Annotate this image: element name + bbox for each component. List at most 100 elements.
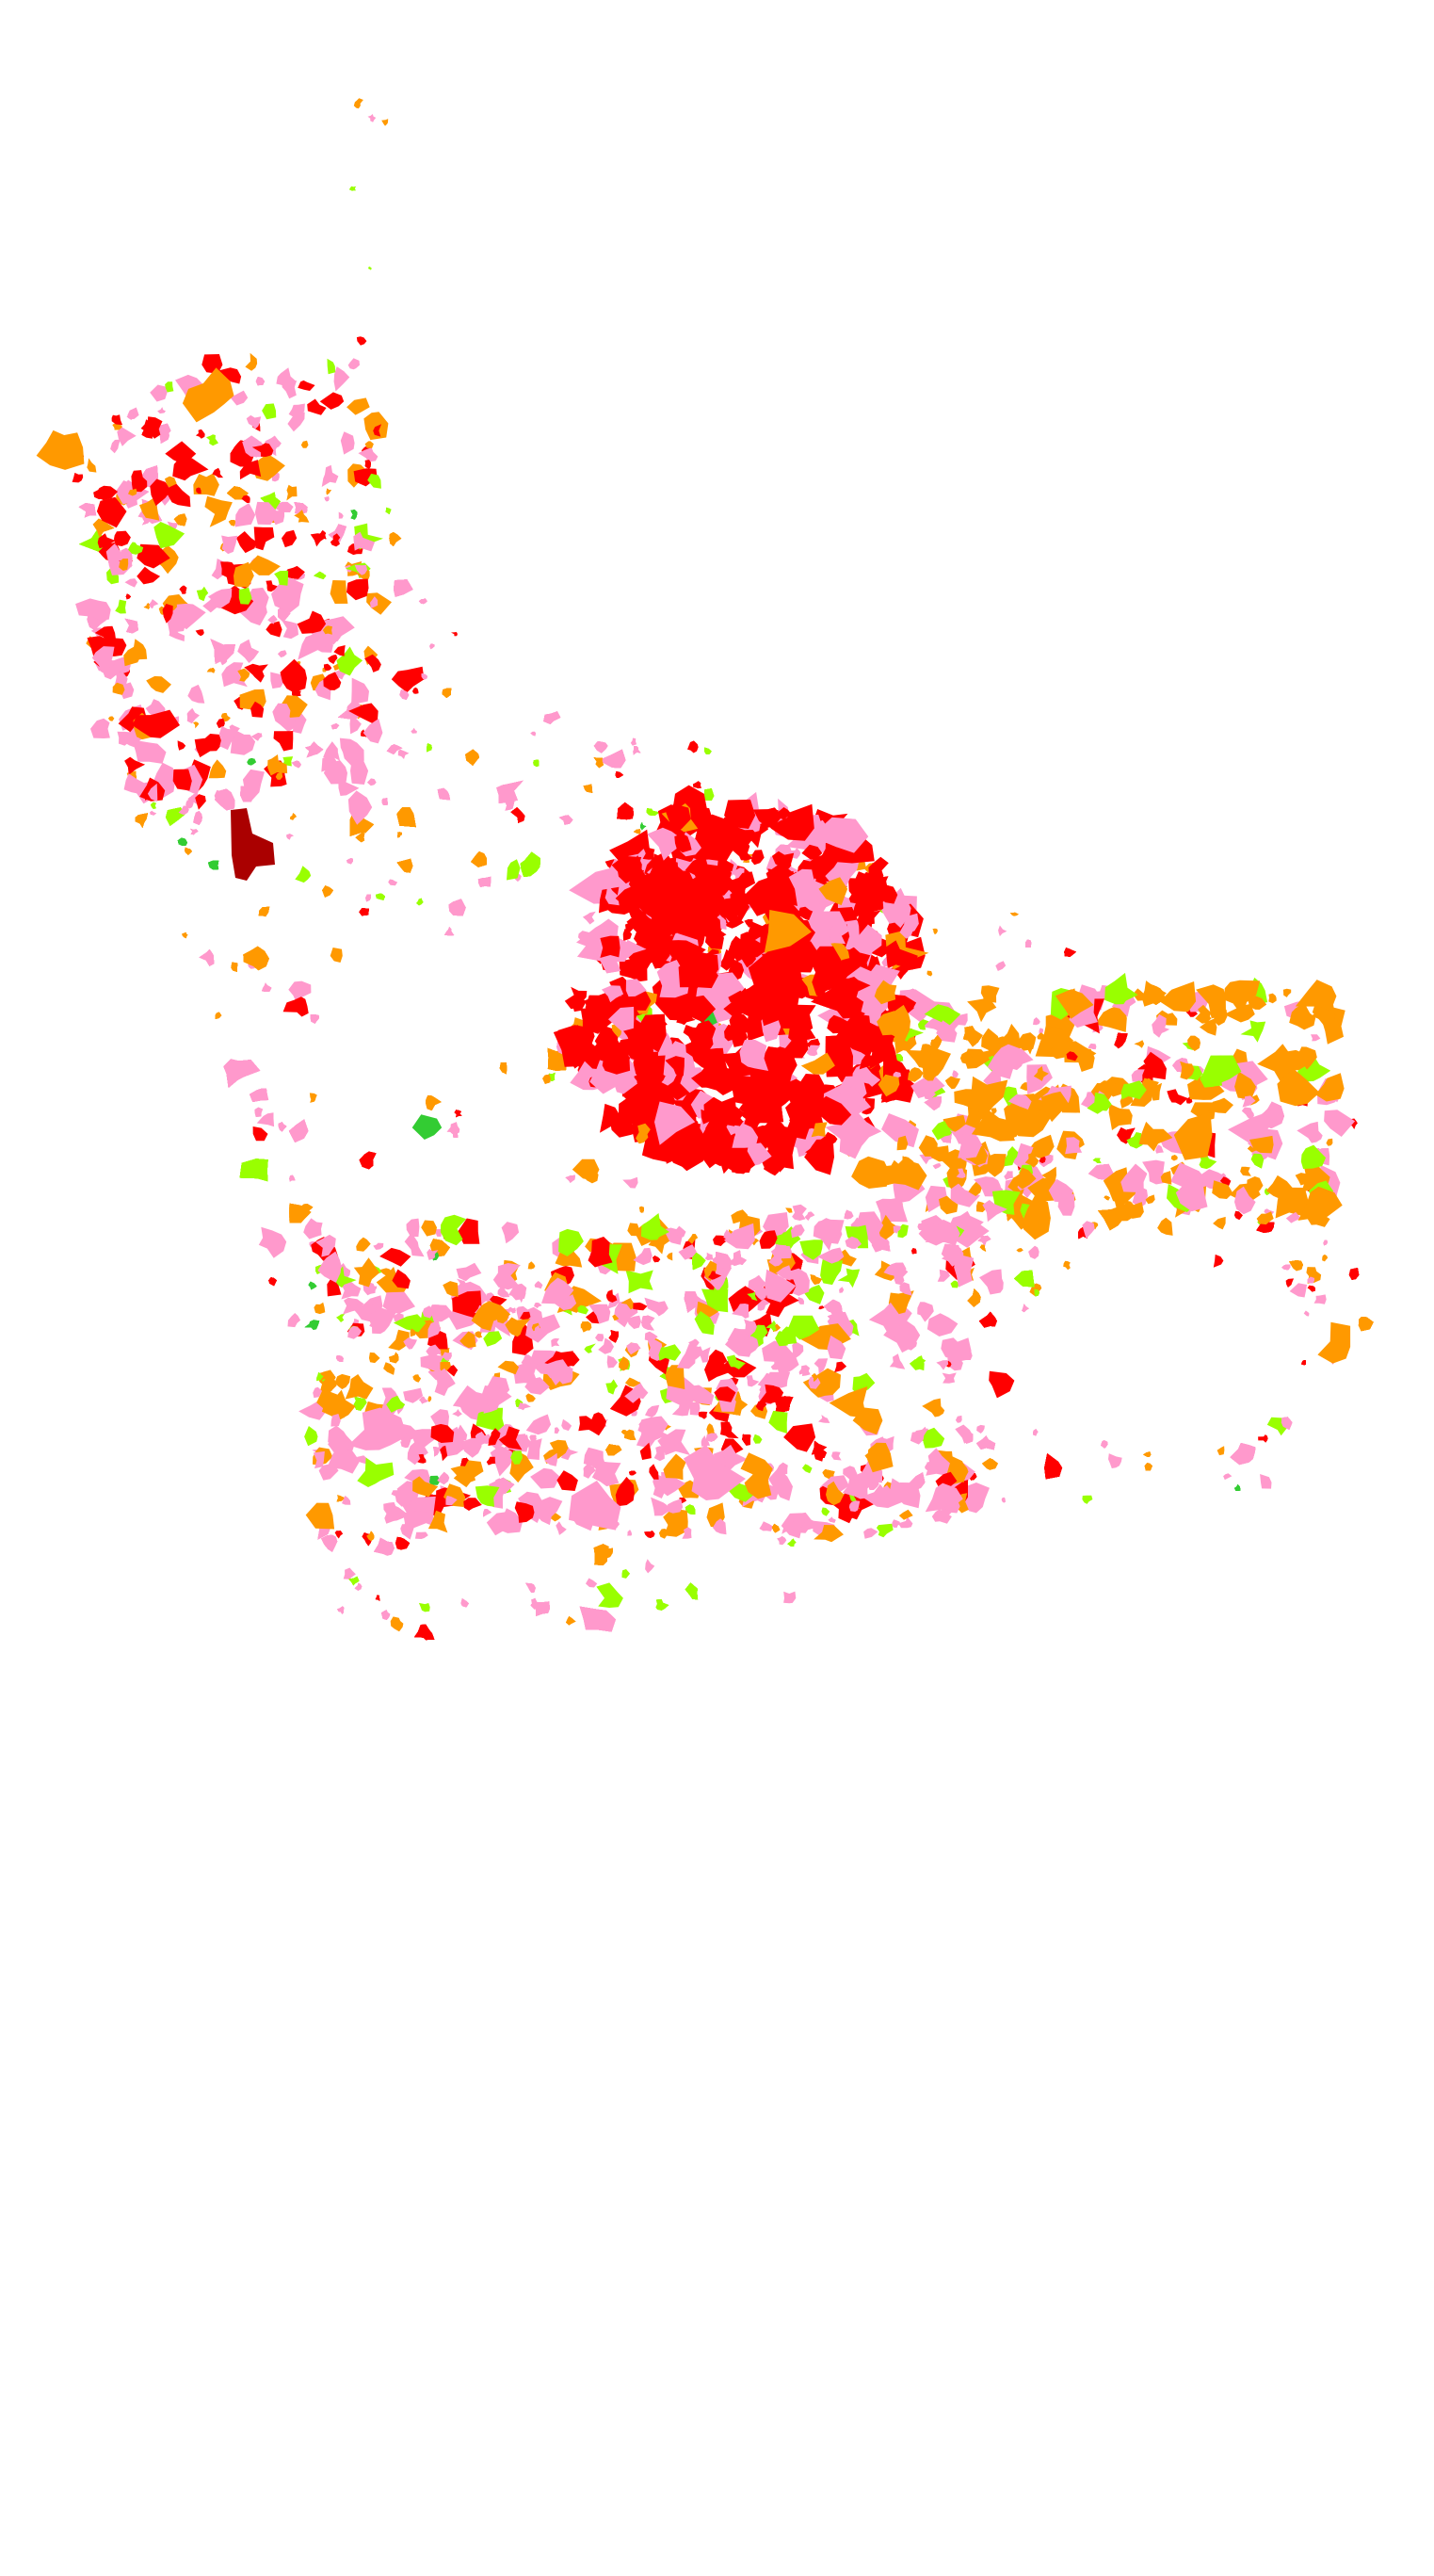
land-patch bbox=[777, 1535, 787, 1546]
land-patch bbox=[454, 1110, 462, 1118]
land-patch bbox=[359, 908, 369, 916]
land-patch bbox=[391, 666, 425, 693]
land-patch bbox=[258, 1226, 287, 1258]
land-patch bbox=[414, 1531, 428, 1539]
land-patch bbox=[759, 1521, 774, 1531]
land-patch bbox=[1289, 1283, 1307, 1298]
land-patch bbox=[771, 1523, 781, 1533]
land-patch bbox=[961, 1482, 990, 1514]
land-patch bbox=[535, 1601, 550, 1616]
land-patch bbox=[223, 1059, 261, 1088]
land-patch bbox=[389, 532, 402, 546]
land-patch bbox=[157, 407, 166, 414]
land-patch bbox=[107, 716, 115, 721]
land-patch bbox=[350, 510, 358, 520]
land-patch bbox=[520, 851, 540, 877]
land-patch bbox=[395, 1536, 411, 1550]
land-patch bbox=[1001, 1497, 1007, 1503]
land-patch bbox=[1028, 1245, 1039, 1259]
land-patch bbox=[622, 1176, 638, 1189]
land-patch bbox=[1307, 1285, 1315, 1292]
land-patch bbox=[1143, 1451, 1152, 1457]
land-patch bbox=[179, 585, 187, 594]
land-patch bbox=[1260, 1474, 1272, 1489]
land-patch bbox=[926, 970, 933, 977]
land-patch bbox=[982, 1458, 998, 1470]
land-patch bbox=[343, 1567, 356, 1580]
land-patch bbox=[231, 962, 238, 972]
land-patch bbox=[322, 885, 333, 898]
land-patch bbox=[330, 723, 340, 730]
land-patch bbox=[962, 1026, 983, 1047]
land-patch bbox=[289, 813, 298, 820]
land-patch bbox=[998, 925, 1007, 937]
land-patch bbox=[644, 1531, 655, 1538]
land-patch bbox=[394, 579, 413, 597]
land-patch bbox=[177, 837, 187, 846]
land-patch bbox=[1322, 1254, 1329, 1262]
land-patch bbox=[388, 879, 398, 886]
land-patch bbox=[182, 932, 188, 939]
land-patch bbox=[396, 858, 413, 873]
land-patch bbox=[1170, 1155, 1178, 1161]
land-patch bbox=[629, 1470, 636, 1476]
land-patch bbox=[355, 833, 365, 843]
land-patch bbox=[143, 603, 150, 609]
land-patch bbox=[135, 813, 148, 828]
land-patch bbox=[1016, 1248, 1023, 1253]
land-patch bbox=[449, 1129, 459, 1138]
land-patch bbox=[411, 1114, 443, 1140]
land-patch bbox=[731, 1209, 749, 1224]
land-patch bbox=[427, 1475, 441, 1485]
land-patch bbox=[785, 1207, 793, 1213]
land-patch bbox=[1213, 1254, 1224, 1268]
land-patch bbox=[627, 1315, 641, 1329]
land-patch bbox=[256, 1112, 275, 1127]
land-patch bbox=[427, 743, 432, 753]
land-patch bbox=[282, 996, 309, 1017]
land-patch bbox=[687, 740, 699, 753]
land-patch bbox=[932, 1162, 942, 1170]
land-patch bbox=[288, 980, 312, 1002]
land-patch bbox=[818, 1305, 825, 1310]
land-patch bbox=[215, 1012, 222, 1019]
land-patch bbox=[411, 727, 417, 734]
land-patch bbox=[286, 834, 295, 840]
land-patch bbox=[448, 899, 466, 916]
land-patch bbox=[639, 1206, 644, 1213]
land-patch bbox=[1230, 1443, 1256, 1466]
land-patch bbox=[337, 1606, 345, 1614]
land-patch bbox=[583, 784, 593, 793]
land-patch bbox=[1234, 1484, 1241, 1491]
land-patch bbox=[633, 829, 641, 834]
land-patch bbox=[426, 1095, 442, 1110]
land-patch bbox=[1285, 1278, 1295, 1288]
land-patch bbox=[1258, 1434, 1268, 1443]
land-patch bbox=[451, 631, 458, 637]
land-patch bbox=[630, 737, 637, 746]
land-patch bbox=[1104, 1195, 1110, 1201]
land-patch bbox=[354, 1582, 363, 1591]
land-patch bbox=[581, 1321, 592, 1333]
land-patch bbox=[411, 687, 419, 694]
land-patch bbox=[645, 1559, 655, 1574]
land-patch bbox=[427, 1396, 432, 1402]
land-patch bbox=[989, 1370, 1015, 1399]
land-patch bbox=[581, 1165, 599, 1184]
land-patch bbox=[621, 1569, 631, 1579]
land-patch bbox=[115, 599, 127, 614]
land-patch bbox=[1009, 912, 1020, 916]
land-patch bbox=[828, 1516, 836, 1523]
land-patch bbox=[667, 1252, 673, 1261]
land-patch bbox=[330, 948, 343, 963]
land-patch bbox=[810, 1274, 822, 1285]
land-patch bbox=[783, 1591, 797, 1604]
land-patch bbox=[1223, 1473, 1233, 1481]
land-patch bbox=[704, 1252, 714, 1261]
land-patch bbox=[496, 780, 524, 803]
land-patch bbox=[433, 1447, 440, 1457]
land-patch bbox=[287, 1313, 301, 1328]
land-patch bbox=[627, 1530, 632, 1536]
land-patch bbox=[995, 961, 1007, 971]
